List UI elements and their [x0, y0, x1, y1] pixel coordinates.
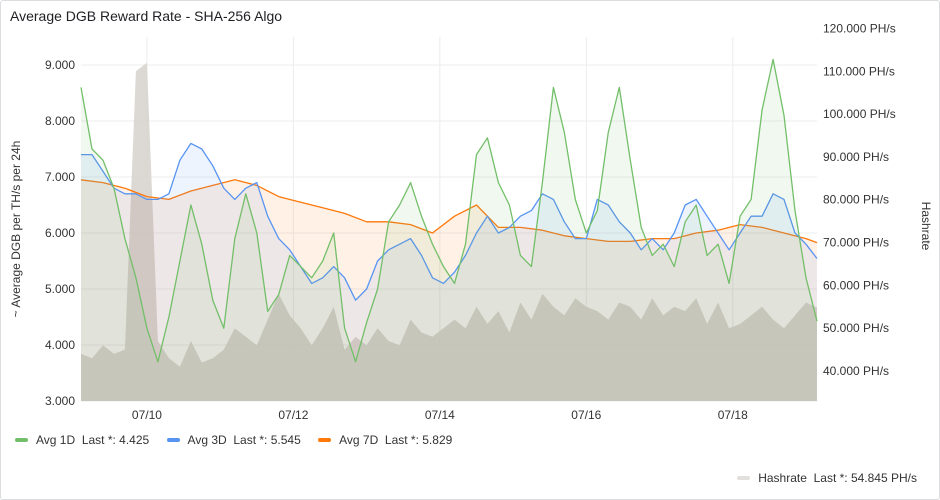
legend-avg7d-last: Last *: 5.829 — [384, 433, 453, 447]
series-line-avg7d — [80, 179, 818, 244]
y2-tick-label: 60.000 PH/s — [823, 278, 889, 292]
legend-hashrate-last: Last *: 54.845 PH/s — [813, 471, 917, 485]
y2-tick-label: 120.000 PH/s — [823, 21, 896, 35]
y-tick-label: 3.000 — [45, 394, 75, 408]
y-tick-label: 6.000 — [45, 226, 75, 240]
y2-tick-label: 90.000 PH/s — [823, 150, 889, 164]
y2-tick-label: 70.000 PH/s — [823, 236, 889, 250]
y-tick-label: 4.000 — [45, 338, 75, 352]
hashrate-swatch — [737, 475, 751, 480]
series-area-avg7d — [81, 179, 817, 401]
y-tick-label: 9.000 — [45, 58, 75, 72]
y-tick-label: 5.000 — [45, 282, 75, 296]
series-area-avg3d — [81, 143, 817, 401]
x-tick-label: 07/18 — [718, 408, 748, 421]
x-axis-ticks: 07/10 07/12 07/14 07/16 07/18 — [132, 408, 748, 421]
legend-avg7d-name: Avg 7D — [339, 433, 379, 447]
y-tick-label: 8.000 — [45, 114, 75, 128]
panel-title: Average DGB Reward Rate - SHA-256 Algo — [10, 8, 283, 24]
series-area-avg1d — [81, 59, 817, 402]
x-tick-label: 07/16 — [571, 408, 601, 421]
y-axis-label: ~ Average DGB per TH/s per 24h — [9, 141, 23, 318]
legend-avg3d-name: Avg 3D — [187, 433, 227, 447]
legend-hashrate-name: Hashrate — [758, 471, 807, 485]
y2-tick-label: 110.000 PH/s — [823, 64, 895, 78]
legend-left: Avg 1D Last *: 4.425 Avg 3D Last *: 5.54… — [15, 433, 466, 447]
legend-item-avg3d[interactable]: Avg 3D Last *: 5.545 — [166, 433, 301, 447]
series-layer — [80, 58, 818, 402]
avg3d-swatch — [166, 437, 180, 442]
legend-avg1d-name: Avg 1D — [36, 433, 76, 447]
y2-tick-label: 100.000 PH/s — [823, 107, 896, 121]
y2-tick-label: 40.000 PH/s — [823, 364, 889, 378]
legend-avg3d-last: Last *: 5.545 — [233, 433, 301, 447]
avg1d-swatch — [15, 437, 28, 442]
legend-avg1d-last: Last *: 4.425 — [81, 433, 150, 447]
legend-right: Hashrate Last *: 54.845 PH/s — [737, 471, 917, 485]
x-tick-label: 07/12 — [278, 408, 308, 421]
series-line-avg1d — [80, 58, 818, 363]
legend-item-avg1d[interactable]: Avg 1D Last *: 4.425 — [15, 433, 149, 447]
y2-axis-label: Hashrate — [919, 202, 933, 251]
series-line-avg3d — [81, 142, 818, 301]
hashrate-area — [81, 62, 817, 401]
right-axis-ticks: 40.000 PH/s 50.000 PH/s 60.000 PH/s 70.000 … — [823, 21, 896, 378]
legend-item-avg7d[interactable]: Avg 7D Last *: 5.829 — [318, 433, 452, 447]
y-tick-label: 7.000 — [45, 170, 75, 184]
y2-tick-label: 50.000 PH/s — [823, 321, 889, 335]
x-tick-label: 07/10 — [132, 408, 162, 421]
hashrate-layer — [81, 62, 817, 401]
chart-svg: 3.000 4.000 5.000 6.000 7.000 8.000 9.000 40.0… — [9, 21, 933, 421]
left-axis-ticks: 3.000 4.000 5.000 6.000 7.000 8.000 9.000 — [45, 58, 75, 408]
x-tick-label: 07/14 — [425, 408, 455, 421]
avg7d-swatch — [318, 437, 332, 442]
legend-item-hashrate[interactable]: Hashrate Last *: 54.845 PH/s — [737, 471, 917, 485]
y2-tick-label: 80.000 PH/s — [823, 193, 889, 207]
